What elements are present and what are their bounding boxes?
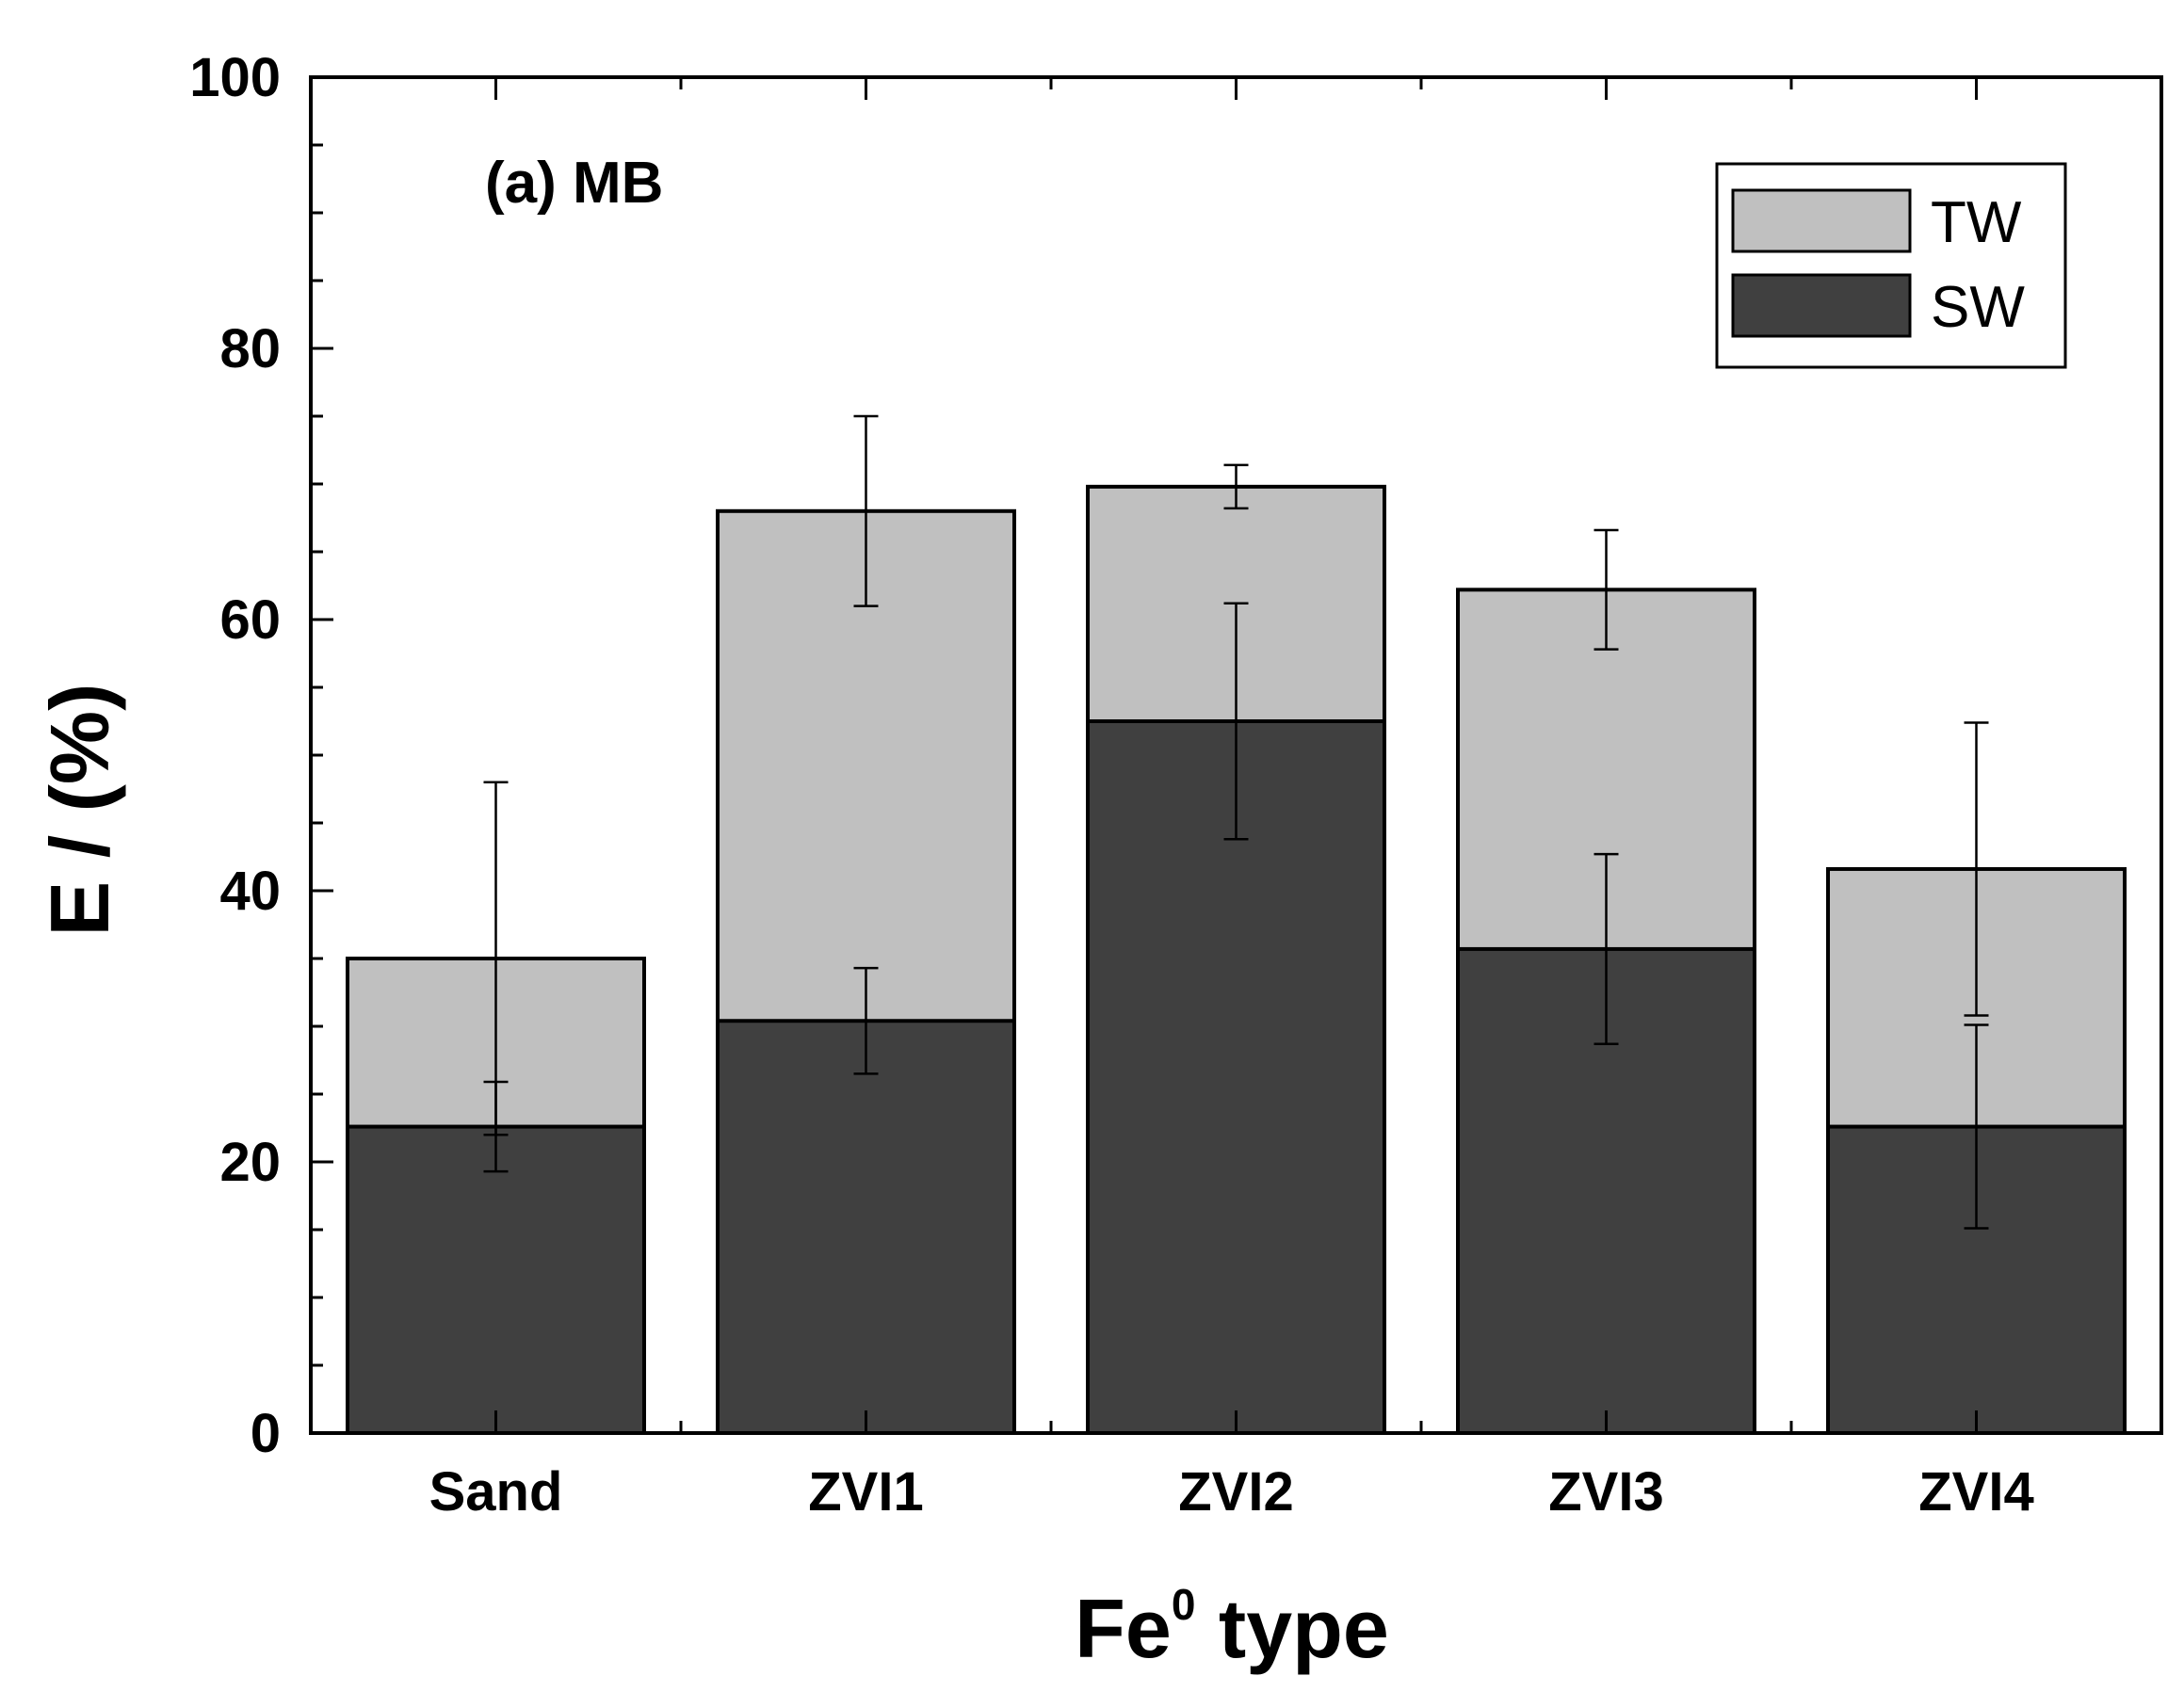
tw-error-bar-zvi3	[1594, 528, 1619, 651]
sw-error-bar-zvi2	[1223, 602, 1249, 841]
sw-error-bar-sand	[483, 1080, 509, 1173]
y-tick-labels: 0 20 40 60 80 100	[189, 47, 281, 1464]
x-tick-label: Sand	[429, 1461, 563, 1523]
sw-error-bar-zvi3	[1594, 852, 1619, 1045]
legend-swatch-tw	[1731, 188, 1912, 253]
panel-label: (a) MB	[485, 151, 663, 216]
x-tick-labels: Sand ZVI1 ZVI2 ZVI3 ZVI4	[429, 1461, 2034, 1523]
y-tick-label: 20	[219, 1132, 281, 1193]
tw-error-bar-zvi2	[1223, 463, 1249, 510]
sw-bar-sand	[346, 1124, 646, 1436]
y-tick-label: 80	[219, 318, 281, 379]
x-axis-title-rest: type	[1195, 1582, 1388, 1675]
sw-error-bar-zvi1	[853, 966, 879, 1075]
x-axis-title-superscript: 0	[1172, 1580, 1196, 1629]
tw-error-bar-zvi4	[1964, 721, 1989, 1017]
x-tick-label: ZVI3	[1548, 1461, 1664, 1523]
legend-swatch-sw	[1731, 273, 1912, 338]
y-axis-title: E / (%)	[33, 684, 126, 937]
x-tick-label: ZVI4	[1918, 1461, 2034, 1523]
y-tick-label: 40	[219, 861, 281, 922]
y-tick-label: 60	[219, 589, 281, 651]
sw-bar-zvi1	[716, 1019, 1016, 1435]
sw-bars-group	[346, 719, 2127, 1436]
error-bars-group	[483, 414, 1989, 1230]
x-axis-title: Fe0 type	[1075, 1580, 1389, 1675]
axis-ticks-group	[311, 75, 1978, 1435]
legend-label-tw: TW	[1931, 190, 2022, 255]
x-tick-label: ZVI1	[808, 1461, 924, 1523]
y-tick-label: 0	[251, 1403, 281, 1464]
tw-error-bar-zvi1	[853, 414, 879, 607]
legend: TW SW	[1715, 162, 2067, 369]
x-axis-title-main: Fe	[1075, 1582, 1172, 1675]
legend-label-sw: SW	[1931, 275, 2025, 340]
sw-error-bar-zvi4	[1964, 1023, 1989, 1230]
y-tick-label: 100	[189, 47, 281, 108]
x-tick-label: ZVI2	[1178, 1461, 1294, 1523]
